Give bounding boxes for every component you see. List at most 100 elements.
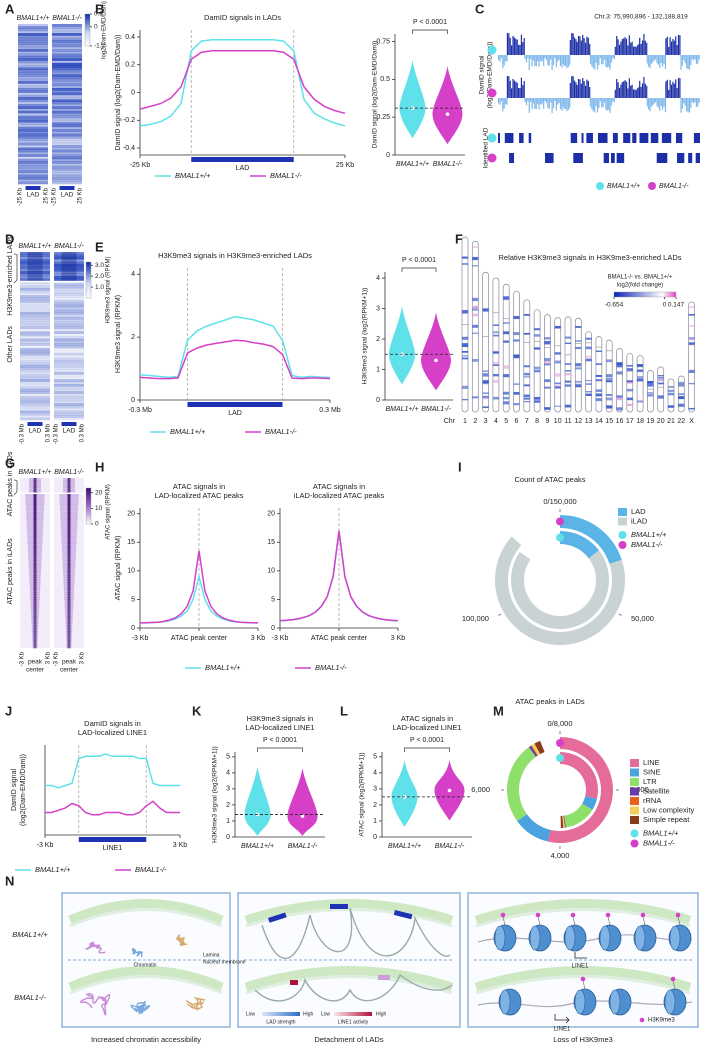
- legend-dot: [618, 541, 627, 549]
- heatmap-cell: [33, 606, 37, 610]
- signal-bar: [508, 33, 510, 55]
- heatmap-cell: [67, 533, 71, 537]
- signal-bar: [639, 37, 641, 55]
- signal-bar: [648, 98, 650, 110]
- heatmap-cell: [52, 129, 82, 132]
- heatmap-cell: [54, 297, 84, 301]
- signal-bar: [627, 88, 629, 98]
- signal-bar: [691, 55, 693, 60]
- heatmap-cell: [52, 154, 82, 157]
- signal-bar: [513, 80, 516, 98]
- heatmap-cell: [54, 345, 84, 349]
- heatmap-cell: [67, 621, 71, 625]
- signal-bar: [531, 55, 533, 67]
- heatmap-cell: [52, 44, 82, 48]
- heatmap-cell: [52, 120, 82, 123]
- heatmap-cell: [33, 536, 37, 540]
- signal-bar: [679, 78, 681, 98]
- enriched-band: [565, 363, 571, 365]
- heatmap-gap: [54, 492, 84, 495]
- heatmap-cell: [20, 379, 50, 382]
- heatmap-cell: [54, 338, 84, 342]
- chart-title: DamID signals in: [84, 719, 141, 728]
- signal-bar: [672, 81, 674, 98]
- heatmap-cell: [54, 348, 84, 351]
- heatmap-cell: [18, 136, 48, 139]
- y-tick-label: 0: [131, 397, 135, 404]
- enriched-band: [523, 401, 530, 403]
- heatmap-cell: [20, 326, 50, 330]
- legend-label: Simple repeat: [643, 815, 690, 824]
- promoter-arrow: [554, 1014, 570, 1024]
- colorbar-label: 20: [95, 489, 103, 496]
- enriched-band: [688, 382, 695, 385]
- signal-bar: [648, 55, 650, 67]
- signal-bar: [598, 55, 600, 66]
- heatmap-cell: [18, 172, 48, 176]
- signal-bar: [665, 38, 667, 55]
- enriched-band: [565, 373, 571, 376]
- annotation: P < 0.0001: [410, 737, 444, 744]
- signal-bar: [603, 98, 606, 103]
- signal-bar: [508, 76, 510, 98]
- heatmap-cell: [20, 321, 50, 325]
- violin: [432, 66, 463, 145]
- y-tick-label: 15: [127, 539, 135, 546]
- signal-bar: [688, 55, 691, 70]
- signal-bar: [552, 55, 555, 66]
- heatmap-cell: [52, 92, 82, 96]
- chromosome: [533, 309, 541, 413]
- x-tick-label: 1: [463, 418, 467, 425]
- colorbar-label: -0.654: [605, 302, 624, 309]
- signal-bar: [525, 98, 528, 106]
- heatmap-cell: [18, 177, 48, 180]
- signal-bar: [697, 98, 699, 107]
- y-tick-label: 20: [267, 511, 275, 518]
- donut-segment: [531, 743, 541, 756]
- y-axis-label: ATAC signal (log2(RPKM+1)): [359, 752, 366, 836]
- signal-bar: [569, 98, 571, 108]
- histone-tail: [677, 916, 681, 926]
- heatmap-cell: [20, 302, 50, 306]
- enriched-band: [492, 350, 499, 353]
- enriched-band: [544, 358, 551, 362]
- x-tick-label: LAD: [228, 410, 242, 417]
- nuclear-envelope: [68, 899, 224, 925]
- heatmap-cell: [33, 643, 37, 646]
- signal-bar: [566, 98, 568, 112]
- signal-bar: [558, 55, 560, 61]
- signal-bar: [612, 98, 614, 102]
- signal-bar: [595, 98, 597, 107]
- signal-bar: [587, 80, 589, 98]
- enriched-band: [637, 376, 644, 378]
- x-tick-label: BMAL1+/+: [241, 843, 274, 850]
- y-tick-label: 2: [131, 334, 135, 341]
- signal-bar: [612, 55, 614, 59]
- heatmap-cell: [33, 628, 37, 632]
- enriched-band: [647, 381, 654, 383]
- signal-bar: [631, 41, 633, 55]
- signal-bar: [567, 55, 569, 68]
- signal-bar: [641, 40, 644, 55]
- heatmap-cell: [52, 133, 82, 137]
- enriched-band: [565, 336, 571, 339]
- signal-bar: [519, 87, 521, 98]
- enriched-band: [503, 322, 510, 324]
- x-tick-label: -0.3 Mb: [54, 423, 60, 444]
- heatmap-cell: [67, 560, 71, 564]
- enriched-band: [575, 380, 582, 383]
- signal-bar: [579, 79, 581, 98]
- signal-bar: [575, 39, 577, 55]
- signal-bar: [557, 98, 559, 105]
- signal-bar: [515, 38, 517, 55]
- signal-bar: [618, 44, 621, 55]
- heatmap-cell: [18, 156, 48, 160]
- heatmap-cell: [20, 415, 50, 418]
- signal-bar: [670, 84, 673, 98]
- y-tick-label: 4: [373, 770, 377, 777]
- heatmap-cell: [33, 516, 37, 520]
- heatmap-cell: [54, 405, 84, 409]
- heatmap-cell: [33, 572, 37, 576]
- lad-block: [639, 133, 649, 143]
